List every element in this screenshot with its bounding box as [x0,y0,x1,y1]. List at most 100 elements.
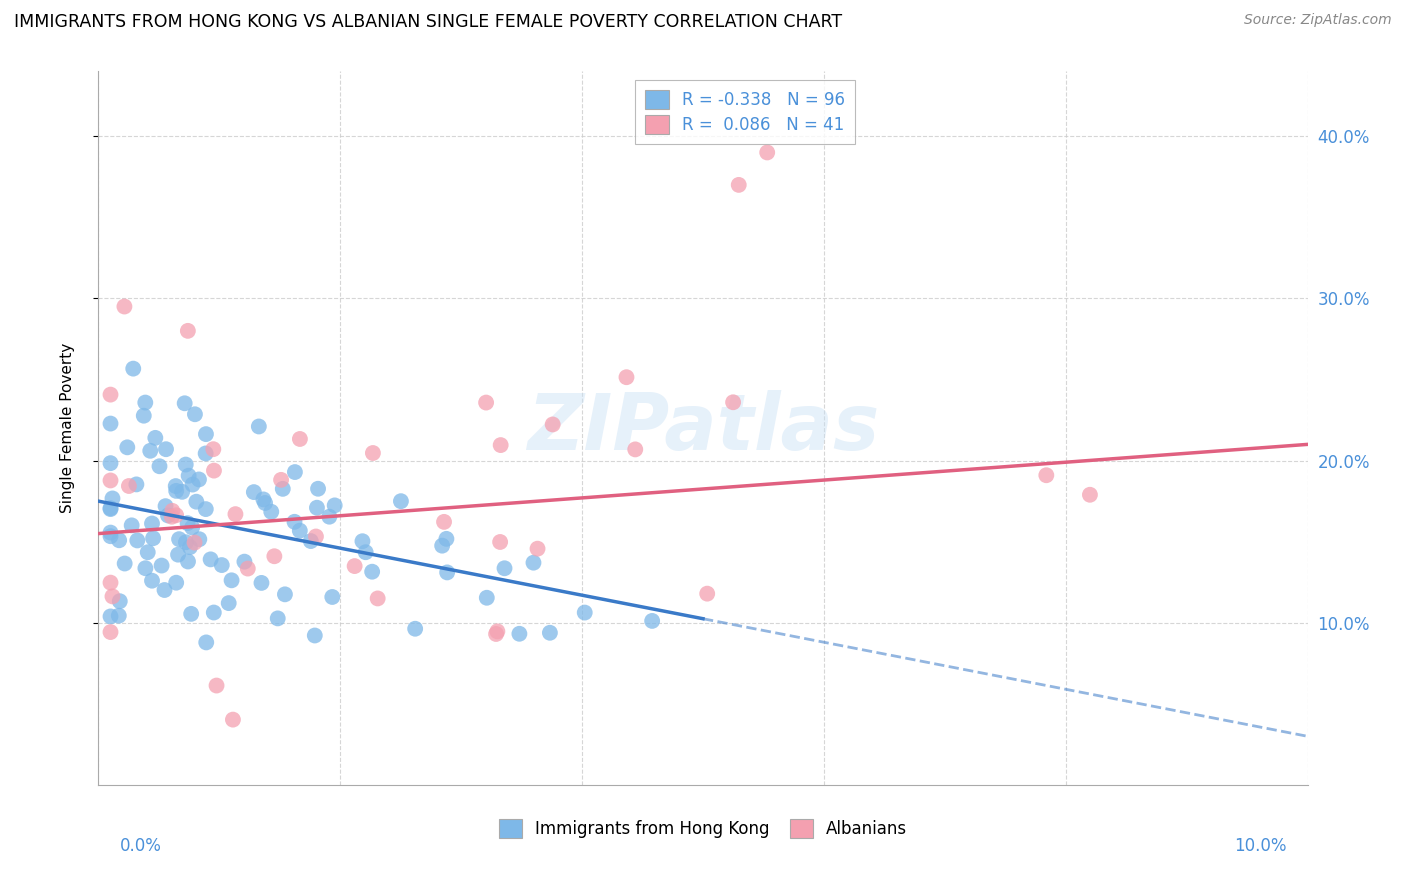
Point [205,679,228,693]
Point [125,477,148,491]
Point [121,518,143,533]
Point [361,565,384,579]
Text: Source: ZipAtlas.com: Source: ZipAtlas.com [1244,13,1392,28]
Point [101,590,124,604]
Point [100,474,122,488]
Point [538,625,561,640]
Point [436,566,458,580]
Y-axis label: Single Female Poverty: Single Female Poverty [60,343,75,513]
Text: IMMIGRANTS FROM HONG KONG VS ALBANIAN SINGLE FEMALE POVERTY CORRELATION CHART: IMMIGRANTS FROM HONG KONG VS ALBANIAN SI… [14,13,842,31]
Point [165,508,187,523]
Point [304,628,326,642]
Point [177,324,200,338]
Point [283,515,305,529]
Point [1035,468,1057,483]
Point [139,443,162,458]
Point [100,625,122,640]
Point [489,438,512,452]
Point [299,534,322,549]
Point [354,545,377,559]
Text: 0.0%: 0.0% [120,837,162,855]
Point [361,446,384,460]
Point [155,442,177,457]
Legend: Immigrants from Hong Kong, Albanians: Immigrants from Hong Kong, Albanians [492,812,914,845]
Point [143,431,166,445]
Point [194,446,217,460]
Point [211,558,233,572]
Point [323,499,346,513]
Point [288,432,311,446]
Point [177,468,200,483]
Point [150,558,173,573]
Point [352,534,374,549]
Point [100,501,122,516]
Point [188,472,211,486]
Point [489,535,512,549]
Point [624,442,647,457]
Point [100,575,122,590]
Point [174,535,197,549]
Point [526,541,548,556]
Point [284,465,307,479]
Point [142,531,165,545]
Point [318,509,340,524]
Point [194,502,217,516]
Point [271,482,294,496]
Point [494,561,516,575]
Point [236,561,259,575]
Point [108,594,131,608]
Point [721,395,744,409]
Point [727,178,749,192]
Text: 10.0%: 10.0% [1234,837,1286,855]
Point [100,502,122,516]
Point [134,561,156,575]
Point [200,552,222,566]
Point [173,396,195,410]
Point [433,515,456,529]
Point [254,496,277,510]
Point [202,606,225,620]
Point [127,533,149,548]
Point [485,627,508,641]
Point [117,440,139,454]
Point [389,494,412,508]
Point [156,508,179,523]
Point [100,417,122,431]
Point [183,535,205,549]
Point [202,442,225,457]
Point [180,607,202,621]
Point [252,492,274,507]
Point [148,459,170,474]
Point [233,555,256,569]
Point [194,427,217,442]
Point [186,494,208,508]
Point [165,483,187,498]
Point [134,395,156,409]
Point [100,609,122,624]
Point [1078,488,1101,502]
Point [172,484,194,499]
Point [181,477,204,491]
Point [141,516,163,531]
Point [108,533,131,548]
Point [486,624,509,639]
Point [195,635,218,649]
Point [270,473,292,487]
Point [250,575,273,590]
Point [222,713,245,727]
Point [114,557,136,571]
Point [404,622,426,636]
Point [641,614,664,628]
Point [162,504,184,518]
Point [160,509,183,524]
Point [165,575,187,590]
Point [288,524,311,538]
Point [508,626,530,640]
Point [343,559,366,574]
Point [243,485,266,500]
Point [100,456,122,470]
Point [616,370,638,384]
Point [321,590,343,604]
Point [307,482,329,496]
Point [108,608,131,623]
